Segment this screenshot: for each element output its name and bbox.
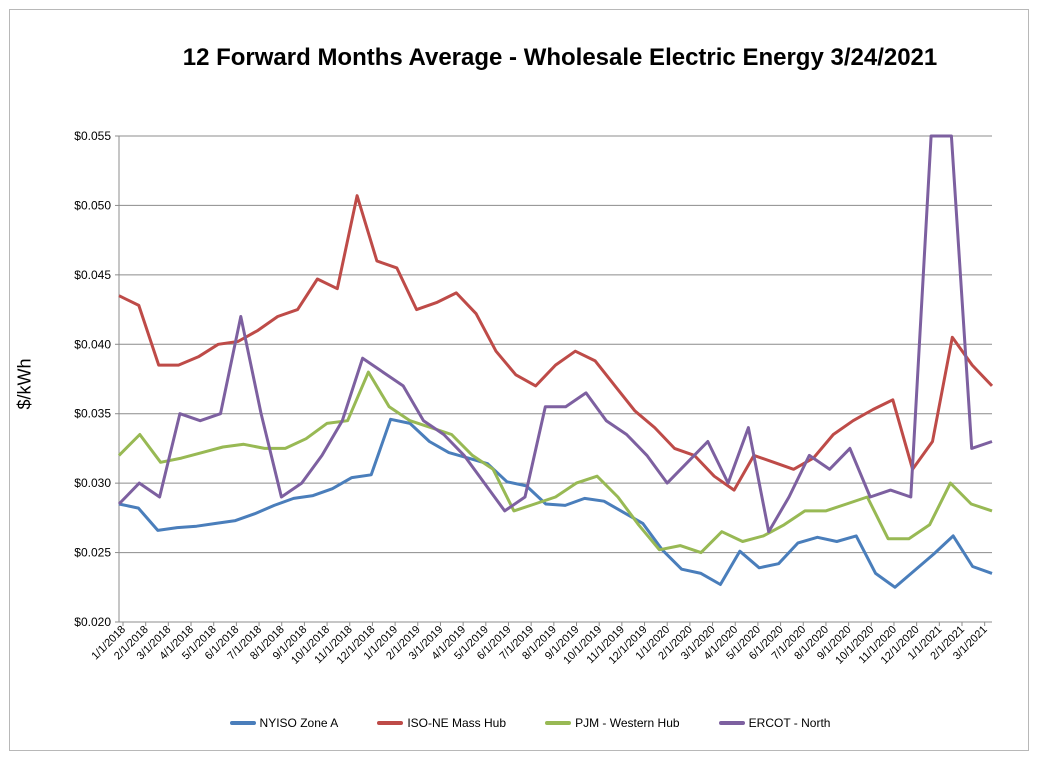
legend-item: PJM - Western Hub	[545, 716, 680, 730]
legend-swatch	[229, 721, 256, 725]
legend-label: NYISO Zone A	[259, 716, 339, 730]
series-line-2	[117, 370, 993, 555]
series-line-0	[118, 417, 993, 589]
y-tick-label: $0.030	[74, 476, 111, 490]
y-tick-label: $0.020	[74, 615, 111, 629]
legend-swatch	[545, 721, 572, 725]
tick-labels: $0.055 $0.050 $0.045 $0.040 $0.035 $0.030 $0.0…	[74, 129, 989, 667]
legend-label: ERCOT - North	[748, 716, 831, 730]
chart-title: 12 Forward Months Average - Wholesale El…	[182, 44, 938, 71]
legend-swatch	[377, 721, 404, 725]
legend-item: ERCOT - North	[718, 716, 831, 730]
gridlines	[119, 135, 992, 623]
legend-label: PJM - Western Hub	[575, 716, 680, 730]
series-line-3	[117, 134, 993, 534]
series-lines	[117, 134, 994, 589]
legend-label: ISO-NE Mass Hub	[407, 716, 507, 730]
legend-item: NYISO Zone A	[229, 716, 339, 730]
legend: NYISO Zone A ISO-NE Mass Hub PJM - Western…	[210, 716, 850, 730]
y-tick-label: $0.035	[74, 407, 111, 421]
axes	[115, 135, 992, 626]
y-tick-label: $0.025	[74, 546, 111, 560]
chart-frame	[9, 9, 1029, 751]
legend-item: ISO-NE Mass Hub	[377, 716, 506, 730]
y-tick-label: $0.045	[74, 268, 111, 282]
y-tick-label: $0.055	[74, 129, 111, 143]
y-tick-label: $0.050	[74, 198, 111, 212]
legend-swatch	[718, 721, 745, 725]
y-tick-label: $0.040	[74, 337, 111, 351]
series-line-1	[118, 194, 994, 492]
